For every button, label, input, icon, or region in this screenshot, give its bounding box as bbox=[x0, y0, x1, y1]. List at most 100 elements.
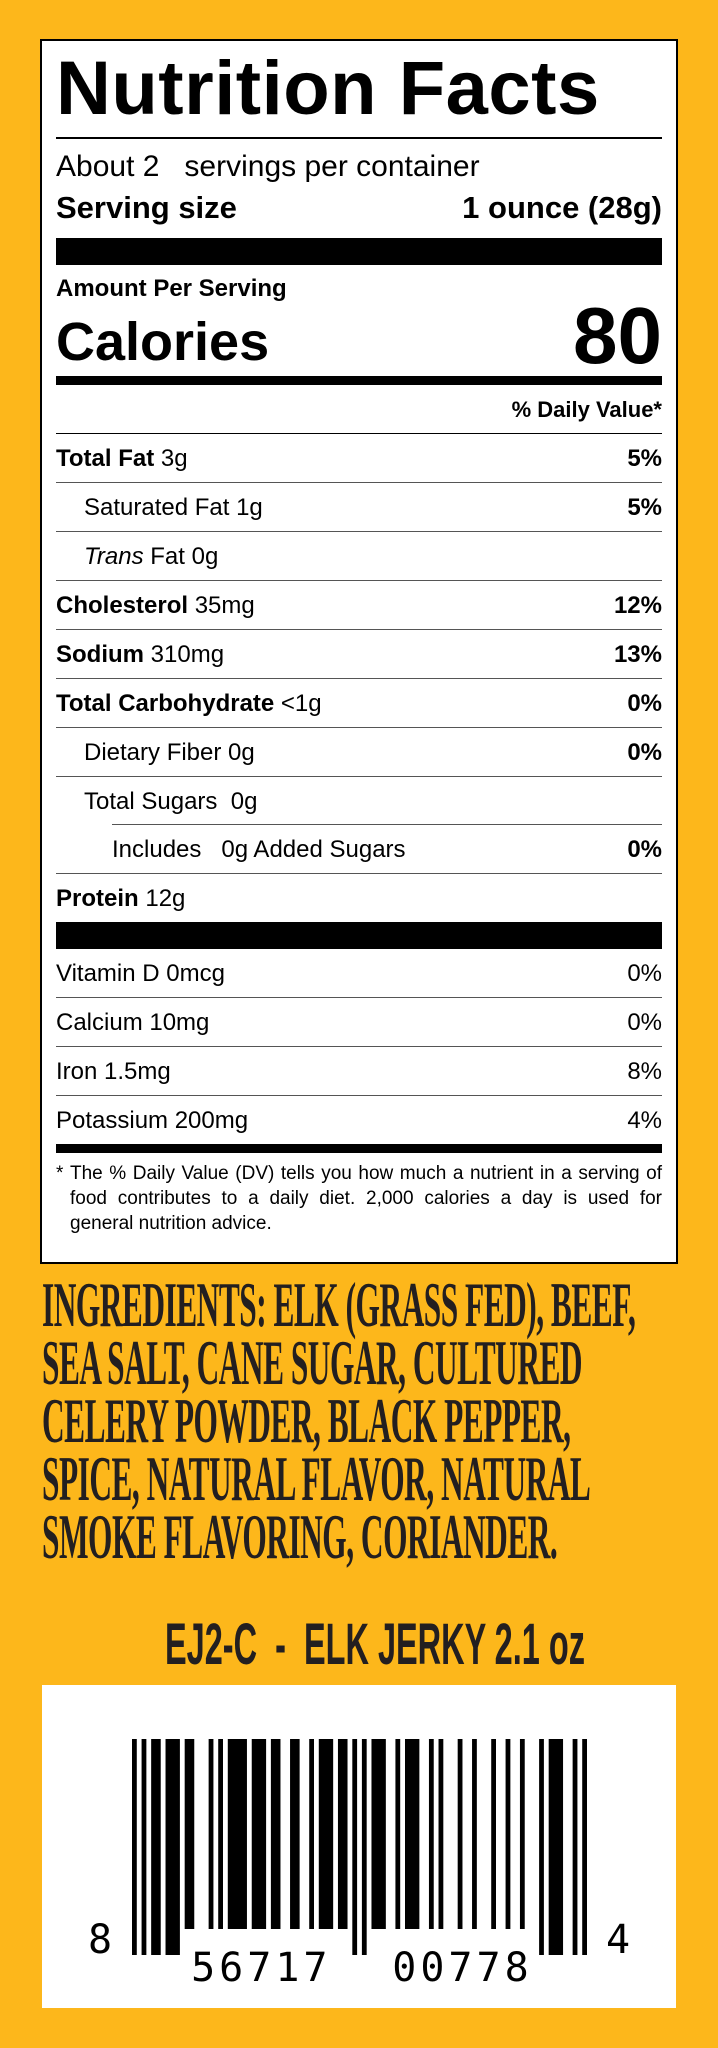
sku-line: EJ2-C - ELK JERKY 2.1 oz bbox=[164, 1612, 585, 1677]
nutrient-amount: 12g bbox=[138, 885, 186, 912]
nutrient-row: Protein 12g bbox=[56, 874, 662, 922]
nutrient-row: Sodium 310mg 13% bbox=[56, 630, 662, 679]
barcode-bar bbox=[290, 1739, 300, 1929]
vitamin-label: Potassium 200mg bbox=[56, 1107, 249, 1134]
barcode-bar bbox=[548, 1739, 564, 1955]
vitamin-daily-value: 8% bbox=[627, 1058, 662, 1085]
nutrient-label: Total Sugars 0g bbox=[56, 777, 257, 825]
serving-size-label: Serving size bbox=[56, 190, 237, 225]
nutrient-amount: Fat 0g bbox=[143, 543, 219, 570]
barcode-bar bbox=[539, 1739, 544, 1955]
footnote-text: The % Daily Value (DV) tells you how muc… bbox=[70, 1163, 662, 1234]
nutrient-label: Trans Fat 0g bbox=[56, 532, 218, 580]
nutrient-row: Includes 0g Added Sugars 0% bbox=[56, 825, 662, 874]
nutrient-name: Trans bbox=[84, 543, 144, 570]
barcode-bar bbox=[218, 1739, 223, 1929]
barcode-bar bbox=[309, 1739, 314, 1929]
nutrient-row: Cholesterol 35mg 12% bbox=[56, 581, 662, 630]
nutrient-amount: 3g bbox=[154, 445, 188, 472]
nutrient-amount: <1g bbox=[274, 690, 322, 717]
barcode-digits: 4 bbox=[606, 1917, 634, 1963]
barcode-bar bbox=[519, 1739, 525, 1929]
ingredients-line: SEA SALT, CANE SUGAR, CULTURED bbox=[42, 1327, 583, 1398]
nutrient-amount: 35mg bbox=[188, 592, 255, 619]
barcode-digits: 8 bbox=[88, 1917, 116, 1963]
nutrient-daily-value: 13% bbox=[613, 641, 662, 668]
medium-divider bbox=[56, 1144, 662, 1153]
vitamin-label: Iron 1.5mg bbox=[56, 1058, 171, 1085]
nutrient-name: Total Fat bbox=[56, 445, 155, 472]
vitamin-label: Calcium 10mg bbox=[56, 1009, 210, 1036]
vitamin-row: Potassium 200mg 4% bbox=[56, 1096, 662, 1144]
nutrient-row: Total Sugars 0g bbox=[56, 777, 662, 825]
barcode-bar bbox=[132, 1739, 137, 1955]
nutrient-name: Total Sugars 0g bbox=[84, 788, 258, 815]
servings-per-container: About 2 servings per container bbox=[56, 150, 480, 183]
barcode-box: 8 56717 00778 4 bbox=[42, 1685, 676, 2008]
barcode-bar bbox=[491, 1739, 496, 1929]
barcode-bar bbox=[208, 1739, 214, 1929]
vitamin-daily-value: 4% bbox=[627, 1107, 662, 1134]
footnote: * The % Daily Value (DV) tells you how m… bbox=[56, 1161, 662, 1236]
nutrient-name: Total Carbohydrate bbox=[56, 690, 275, 717]
barcode-bar bbox=[438, 1739, 444, 1929]
nutrient-label: Saturated Fat 1g bbox=[56, 483, 263, 531]
nutrient-row: Saturated Fat 1g 5% bbox=[56, 483, 662, 532]
barcode-bar bbox=[582, 1739, 587, 1955]
nutrient-name: Dietary Fiber 0g bbox=[84, 739, 255, 766]
barcode-bar bbox=[141, 1739, 147, 1955]
vitamin-label: Vitamin D 0mcg bbox=[56, 960, 225, 987]
calories-label: Calories bbox=[56, 312, 270, 372]
medium-divider bbox=[56, 376, 662, 385]
barcode-bar bbox=[184, 1739, 195, 1929]
barcode-bar bbox=[270, 1739, 281, 1929]
nutrient-label: Dietary Fiber 0g bbox=[56, 728, 255, 776]
ingredients-line: INGREDIENTS: ELK (GRASS FED), BEEF, bbox=[42, 1269, 636, 1340]
nutrient-name: Protein bbox=[56, 885, 139, 912]
calories-value: 80 bbox=[573, 291, 662, 380]
nutrient-name: Cholesterol bbox=[56, 592, 189, 619]
vitamin-list: Vitamin D 0mcg 0% Calcium 10mg 0% Iron 1.5mg… bbox=[56, 949, 662, 1144]
amount-per-serving: Amount Per Serving bbox=[56, 275, 287, 302]
nutrient-label: Total Carbohydrate <1g bbox=[56, 679, 322, 727]
barcode-bar bbox=[505, 1739, 511, 1929]
nutrient-label: Sodium 310mg bbox=[56, 630, 224, 678]
barcode-bar bbox=[227, 1739, 247, 1929]
barcode-bar bbox=[405, 1739, 420, 1929]
nutrient-name: Sodium bbox=[56, 641, 144, 668]
ingredients: INGREDIENTS: ELK (GRASS FED), BEEF, SEA … bbox=[42, 1269, 718, 1569]
barcode-bar bbox=[457, 1739, 463, 1929]
ingredients-line: SPICE, NATURAL FLAVOR, NATURAL bbox=[42, 1443, 591, 1514]
nutrient-daily-value: 0% bbox=[627, 690, 662, 717]
barcode-bar bbox=[352, 1739, 358, 1955]
daily-value-header: % Daily Value* bbox=[56, 385, 662, 434]
nutrient-label: Cholesterol 35mg bbox=[56, 581, 255, 629]
footnote-star: * bbox=[56, 1163, 64, 1184]
thick-divider bbox=[56, 238, 662, 265]
barcode-bar bbox=[371, 1739, 386, 1929]
nutrient-daily-value: 12% bbox=[613, 592, 662, 619]
nutrient-row: Total Carbohydrate <1g 0% bbox=[56, 679, 662, 728]
barcode-bar bbox=[572, 1739, 578, 1955]
barcode-bar bbox=[165, 1739, 180, 1955]
nutrient-row: Trans Fat 0g bbox=[56, 532, 662, 581]
nutrient-row: Total Fat 3g 5% bbox=[56, 434, 662, 483]
barcode-digits: 56717 bbox=[191, 1945, 331, 1991]
vitamin-daily-value: 0% bbox=[627, 1009, 662, 1036]
nutrient-amount: 310mg bbox=[144, 641, 225, 668]
nutrient-name: Saturated Fat 1g bbox=[84, 494, 263, 521]
barcode-bar bbox=[361, 1739, 367, 1955]
product-sku: EJ2-C - ELK JERKY 2.1 oz bbox=[0, 1614, 718, 1676]
thick-divider bbox=[56, 922, 662, 949]
vitamin-row: Iron 1.5mg 8% bbox=[56, 1047, 662, 1096]
barcode-bar bbox=[318, 1739, 334, 1929]
nutrient-name: Includes 0g Added Sugars bbox=[112, 836, 406, 863]
nutrient-list: Total Fat 3g 5% Saturated Fat 1g 5% Trans Fa… bbox=[56, 434, 662, 922]
nutrition-facts-panel: Nutrition Facts About 2 servings per con… bbox=[40, 39, 678, 1264]
nutrient-daily-value: 0% bbox=[627, 836, 662, 863]
nutrient-daily-value: 5% bbox=[627, 494, 662, 521]
barcode-digits: 00778 bbox=[392, 1945, 532, 1991]
calories-row: Calories 80 bbox=[56, 296, 662, 376]
barcode-bar bbox=[472, 1739, 477, 1929]
nutrient-label: Includes 0g Added Sugars bbox=[56, 825, 406, 873]
